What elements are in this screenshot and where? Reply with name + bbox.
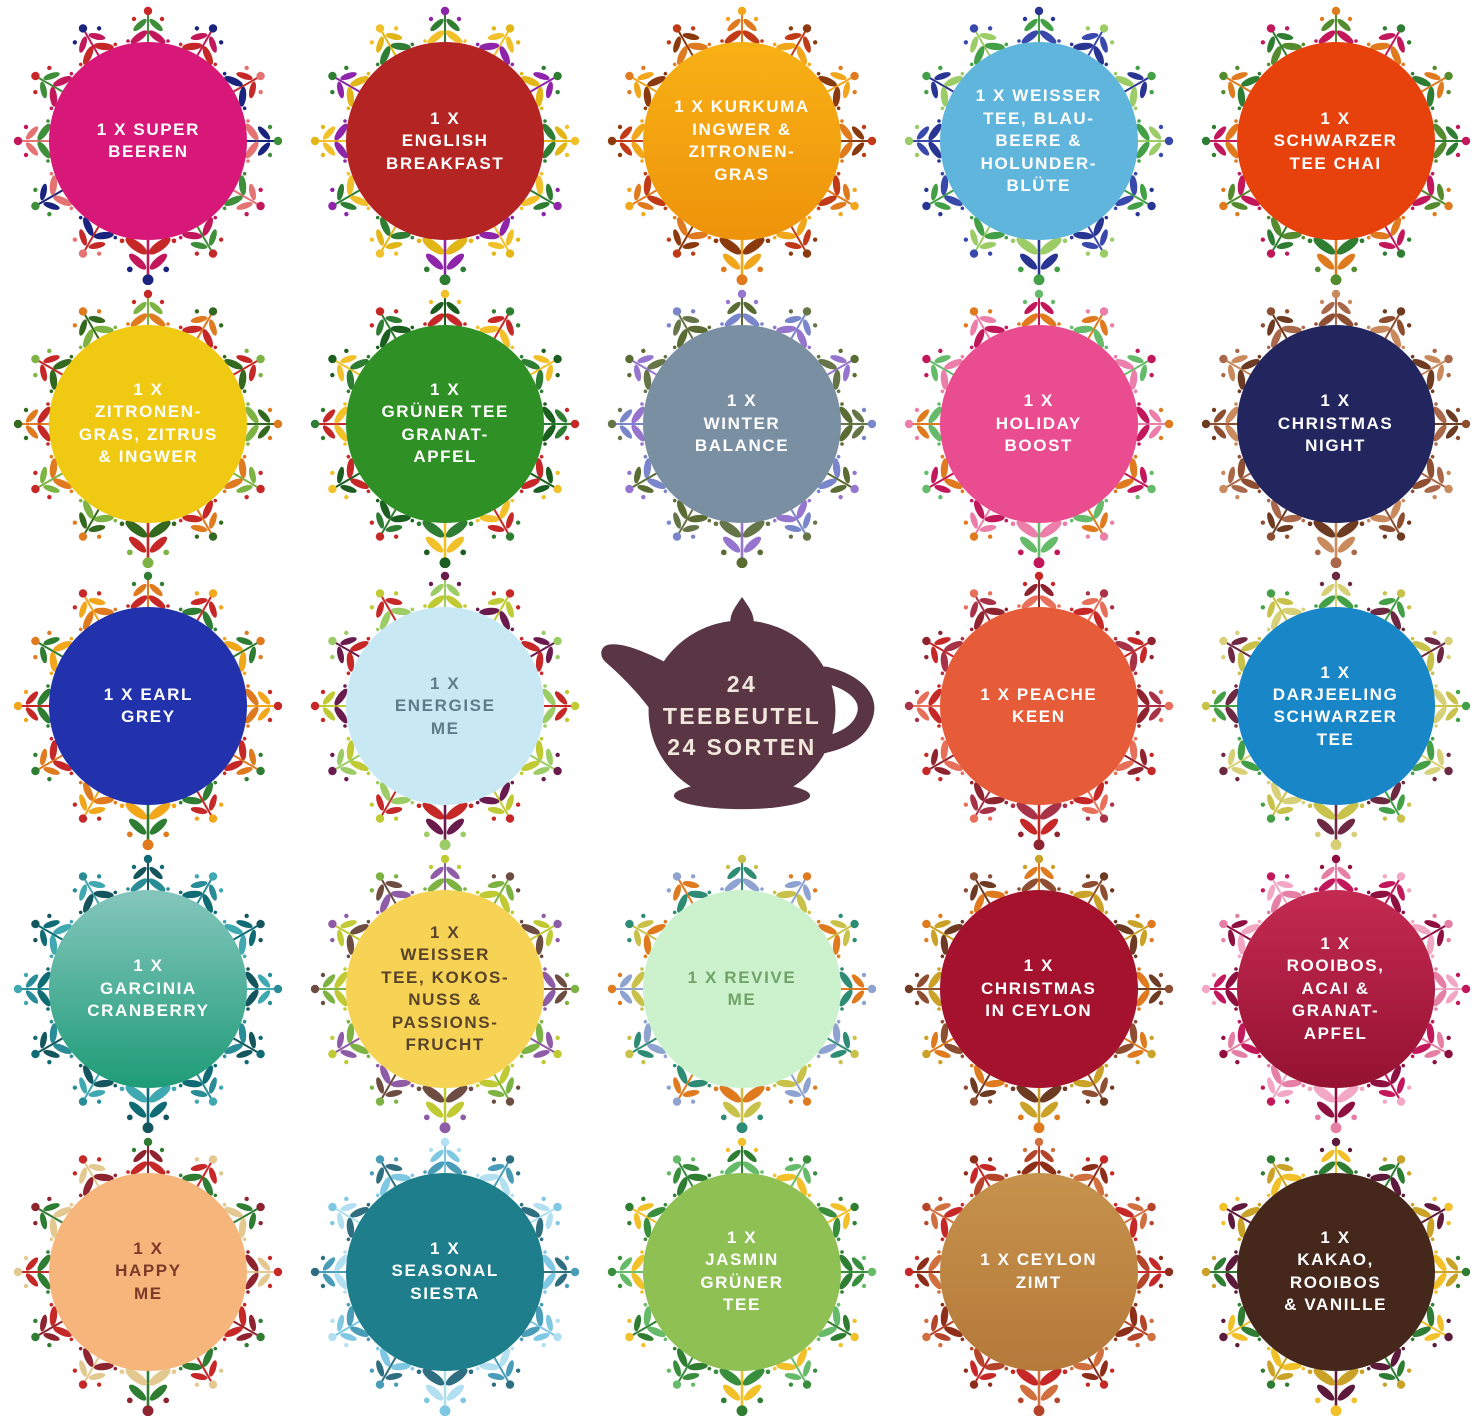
tea-label: 1 X JASMIN GRÜNER TEE — [700, 1227, 784, 1315]
tea-label: 1 X HAPPY ME — [115, 1239, 182, 1303]
tea-label: 1 X SEASONAL SIESTA — [391, 1239, 499, 1303]
tea-label: 1 X GARCINIA CRANBERRY — [87, 956, 210, 1021]
tea-label: 1 X HOLIDAY BOOST — [995, 391, 1082, 456]
tea-tile: 1 X KURKUMA INGWER & ZITRONEN- GRAS — [594, 0, 891, 286]
tea-tile: 1 X CHRISTMAS NIGHT — [1187, 283, 1484, 568]
tea-tile: 1 X SUPER BEEREN — [0, 0, 297, 286]
teapot-icon: 24 TEEBEUTEL 24 SORTEN — [596, 579, 888, 833]
tea-circle: 1 X KAKAO, ROOIBOS & VANILLE — [1236, 1172, 1435, 1371]
tea-label: 1 X CEYLON ZIMT — [980, 1250, 1098, 1292]
tea-label: 1 X ZITRONEN- GRAS, ZITRUS & INGWER — [78, 380, 218, 467]
tea-circle: 1 X HAPPY ME — [49, 1172, 248, 1371]
tea-tile: 1 X JASMIN GRÜNER TEE — [594, 1130, 891, 1416]
tea-circle: 1 X ENGLISH BREAKFAST — [346, 42, 545, 241]
tea-tile: 1 X KAKAO, ROOIBOS & VANILLE — [1187, 1130, 1484, 1416]
tea-tile: 1 X ENGLISH BREAKFAST — [297, 0, 594, 286]
tea-label: 1 X EARL GREY — [103, 685, 194, 727]
tea-label: 1 X ROOIBOS, ACAI & GRANAT- APFEL — [1286, 933, 1385, 1043]
tea-tile: 1 X GRÜNER TEE GRANAT- APFEL — [297, 283, 594, 568]
tea-circle: 1 X ENERGISE ME — [346, 607, 545, 806]
teapot-silhouette — [601, 597, 875, 810]
tea-label: 1 X WEISSER TEE, BLAU- BEERE & HOLUNDER-… — [975, 86, 1102, 195]
tea-label: 1 X ENGLISH BREAKFAST — [386, 108, 505, 173]
tea-label: 1 X DARJEELING SCHWARZER TEE — [1272, 662, 1399, 749]
tea-tile: 1 X WEISSER TEE, BLAU- BEERE & HOLUNDER-… — [890, 0, 1187, 286]
teapot-label: 24 TEEBEUTEL 24 SORTEN — [662, 670, 822, 761]
tea-circle: 1 X SUPER BEEREN — [49, 42, 248, 241]
tea-tile: 1 X ZITRONEN- GRAS, ZITRUS & INGWER — [0, 283, 297, 568]
tea-tile: 1 X ROOIBOS, ACAI & GRANAT- APFEL — [1187, 848, 1484, 1134]
tea-circle: 1 X WEISSER TEE, KOKOS- NUSS & PASSIONS-… — [346, 890, 545, 1089]
tea-label: 1 X SUPER BEEREN — [96, 119, 200, 162]
tea-label: 1 X KURKUMA INGWER & ZITRONEN- GRAS — [674, 97, 810, 184]
tea-tile: 1 X DARJEELING SCHWARZER TEE — [1187, 565, 1484, 851]
tea-tile: 1 X HAPPY ME — [0, 1130, 297, 1416]
tea-circle: 1 X DARJEELING SCHWARZER TEE — [1236, 607, 1435, 806]
tea-circle: 1 X ROOIBOS, ACAI & GRANAT- APFEL — [1236, 890, 1435, 1089]
tea-circle: 1 X GRÜNER TEE GRANAT- APFEL — [346, 324, 545, 523]
tea-tile: 1 X EARL GREY — [0, 565, 297, 851]
tea-label: 1 X CHRISTMAS NIGHT — [1277, 391, 1394, 456]
tea-tile: 1 X CHRISTMAS IN CEYLON — [890, 848, 1187, 1134]
teapot-tile: 24 TEEBEUTEL 24 SORTEN — [594, 565, 891, 848]
tea-tile: 1 X WINTER BALANCE — [594, 283, 891, 568]
tea-circle: 1 X EARL GREY — [49, 607, 248, 806]
tea-label: 1 X REVIVE ME — [687, 967, 797, 1010]
tea-tile: 1 X SCHWARZER TEE CHAI — [1187, 0, 1484, 286]
tea-circle: 1 X WINTER BALANCE — [642, 324, 841, 523]
tea-label: 1 X GRÜNER TEE GRANAT- APFEL — [381, 380, 509, 467]
tea-circle: 1 X ZITRONEN- GRAS, ZITRUS & INGWER — [49, 324, 248, 523]
tea-circle: 1 X SCHWARZER TEE CHAI — [1236, 42, 1435, 241]
tea-tile: 1 X HOLIDAY BOOST — [890, 283, 1187, 568]
tea-label: 1 X PEACHE KEEN — [980, 685, 1098, 727]
tea-tile: 1 X GARCINIA CRANBERRY — [0, 848, 297, 1134]
tea-tile: 1 X PEACHE KEEN — [890, 565, 1187, 851]
tea-label: 1 X ENERGISE ME — [394, 673, 496, 738]
tea-label: 1 X SCHWARZER TEE CHAI — [1273, 108, 1398, 173]
tea-circle: 1 X PEACHE KEEN — [939, 607, 1138, 806]
tea-circle: 1 X SEASONAL SIESTA — [346, 1172, 545, 1371]
tea-label: 1 X CHRISTMAS IN CEYLON — [981, 956, 1097, 1021]
tea-label: 1 X WEISSER TEE, KOKOS- NUSS & PASSIONS-… — [381, 922, 510, 1054]
tea-circle: 1 X REVIVE ME — [642, 890, 841, 1089]
tea-tile: 1 X SEASONAL SIESTA — [297, 1130, 594, 1416]
tea-tile: 1 X ENERGISE ME — [297, 565, 594, 851]
tea-circle: 1 X WEISSER TEE, BLAU- BEERE & HOLUNDER-… — [939, 42, 1138, 241]
tea-label: 1 X WINTER BALANCE — [694, 391, 790, 456]
tea-circle: 1 X CHRISTMAS IN CEYLON — [939, 890, 1138, 1089]
tea-label: 1 X KAKAO, ROOIBOS & VANILLE — [1284, 1227, 1388, 1315]
tea-tile: 1 X CEYLON ZIMT — [890, 1130, 1187, 1416]
tea-circle: 1 X HOLIDAY BOOST — [939, 324, 1138, 523]
tea-circle: 1 X JASMIN GRÜNER TEE — [642, 1172, 841, 1371]
tea-circle: 1 X KURKUMA INGWER & ZITRONEN- GRAS — [642, 42, 841, 241]
tea-circle: 1 X GARCINIA CRANBERRY — [49, 890, 248, 1089]
tea-tile: 1 X WEISSER TEE, KOKOS- NUSS & PASSIONS-… — [297, 848, 594, 1134]
tea-tile: 1 X REVIVE ME — [594, 848, 891, 1134]
tea-circle: 1 X CEYLON ZIMT — [939, 1172, 1138, 1371]
tea-circle: 1 X CHRISTMAS NIGHT — [1236, 324, 1435, 523]
